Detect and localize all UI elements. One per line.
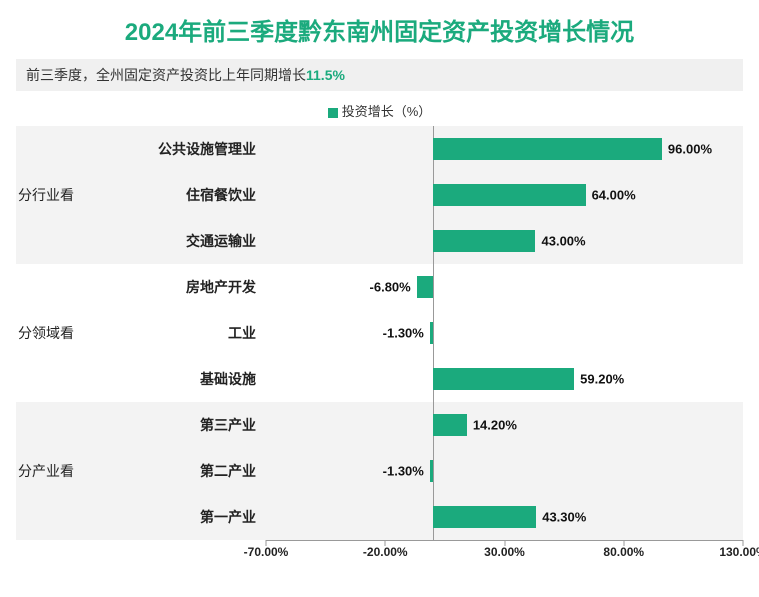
bar (430, 460, 433, 482)
plot-cell: -1.30% (266, 448, 743, 494)
zero-line (433, 264, 434, 310)
x-axis: -70.00%-20.00%30.00%80.00%130.00% (16, 540, 743, 570)
chart-row: 房地产开发 -6.80% (16, 264, 743, 310)
category-label: 第二产业 (96, 448, 266, 494)
plot-cell: -1.30% (266, 310, 743, 356)
bar-value-label: -6.80% (370, 280, 411, 295)
chart-area: 公共设施管理业 96.00% 分行业看住宿餐饮业 64.00% 交通运输业 43.00% 房… (16, 126, 743, 540)
chart-row: 分产业看第二产业 -1.30% (16, 448, 743, 494)
category-label: 交通运输业 (96, 218, 266, 264)
group-label (16, 402, 96, 448)
group-label (16, 126, 96, 172)
chart-row: 交通运输业 43.00% (16, 218, 743, 264)
group-label (16, 218, 96, 264)
chart-row: 分行业看住宿餐饮业 64.00% (16, 172, 743, 218)
plot-cell: 43.30% (266, 494, 743, 540)
group-label: 分领域看 (16, 310, 96, 356)
plot-cell: 96.00% (266, 126, 743, 172)
group-label (16, 494, 96, 540)
tick-label: 30.00% (484, 545, 525, 559)
plot-cell: 14.20% (266, 402, 743, 448)
bar-value-label: 43.00% (542, 234, 586, 249)
legend-swatch (328, 108, 338, 118)
plot-cell: 43.00% (266, 218, 743, 264)
category-label: 工业 (96, 310, 266, 356)
bar-value-label: 64.00% (592, 188, 636, 203)
subtitle: 前三季度，全州固定资产投资比上年同期增长11.5% (16, 59, 743, 91)
zero-line (433, 448, 434, 494)
plot-cell: 64.00% (266, 172, 743, 218)
tick-label: -20.00% (363, 545, 408, 559)
chart-row: 第三产业 14.20% (16, 402, 743, 448)
chart-title: 2024年前三季度黔东南州固定资产投资增长情况 (0, 0, 759, 55)
group-label (16, 356, 96, 402)
bar (433, 230, 536, 252)
subtitle-value: 11.5% (306, 67, 345, 83)
chart-row: 分领域看工业 -1.30% (16, 310, 743, 356)
bar-value-label: -1.30% (383, 326, 424, 341)
group-label: 分行业看 (16, 172, 96, 218)
zero-line (433, 310, 434, 356)
category-label: 房地产开发 (96, 264, 266, 310)
plot-cell: 59.20% (266, 356, 743, 402)
bar (417, 276, 433, 298)
group-label: 分产业看 (16, 448, 96, 494)
category-label: 公共设施管理业 (96, 126, 266, 172)
chart-row: 公共设施管理业 96.00% (16, 126, 743, 172)
bar-value-label: 14.20% (473, 418, 517, 433)
legend: 投资增长（%） (0, 97, 759, 126)
category-label: 基础设施 (96, 356, 266, 402)
bar (433, 184, 586, 206)
category-label: 第三产业 (96, 402, 266, 448)
category-label: 住宿餐饮业 (96, 172, 266, 218)
bar (433, 138, 662, 160)
bar (433, 368, 574, 390)
legend-label: 投资增长（%） (342, 104, 432, 119)
bar (433, 414, 467, 436)
chart-row: 第一产业 43.30% (16, 494, 743, 540)
category-label: 第一产业 (96, 494, 266, 540)
bar-value-label: 59.20% (580, 372, 624, 387)
bar (430, 322, 433, 344)
group-label (16, 264, 96, 310)
tick-label: 130.00% (719, 545, 759, 559)
bar-value-label: 43.30% (542, 510, 586, 525)
chart-row: 基础设施 59.20% (16, 356, 743, 402)
plot-cell: -6.80% (266, 264, 743, 310)
bar-value-label: -1.30% (383, 464, 424, 479)
tick-label: 80.00% (603, 545, 644, 559)
subtitle-prefix: 前三季度，全州固定资产投资比上年同期增长 (26, 67, 306, 83)
bar (433, 506, 536, 528)
bar-value-label: 96.00% (668, 142, 712, 157)
tick-label: -70.00% (244, 545, 289, 559)
